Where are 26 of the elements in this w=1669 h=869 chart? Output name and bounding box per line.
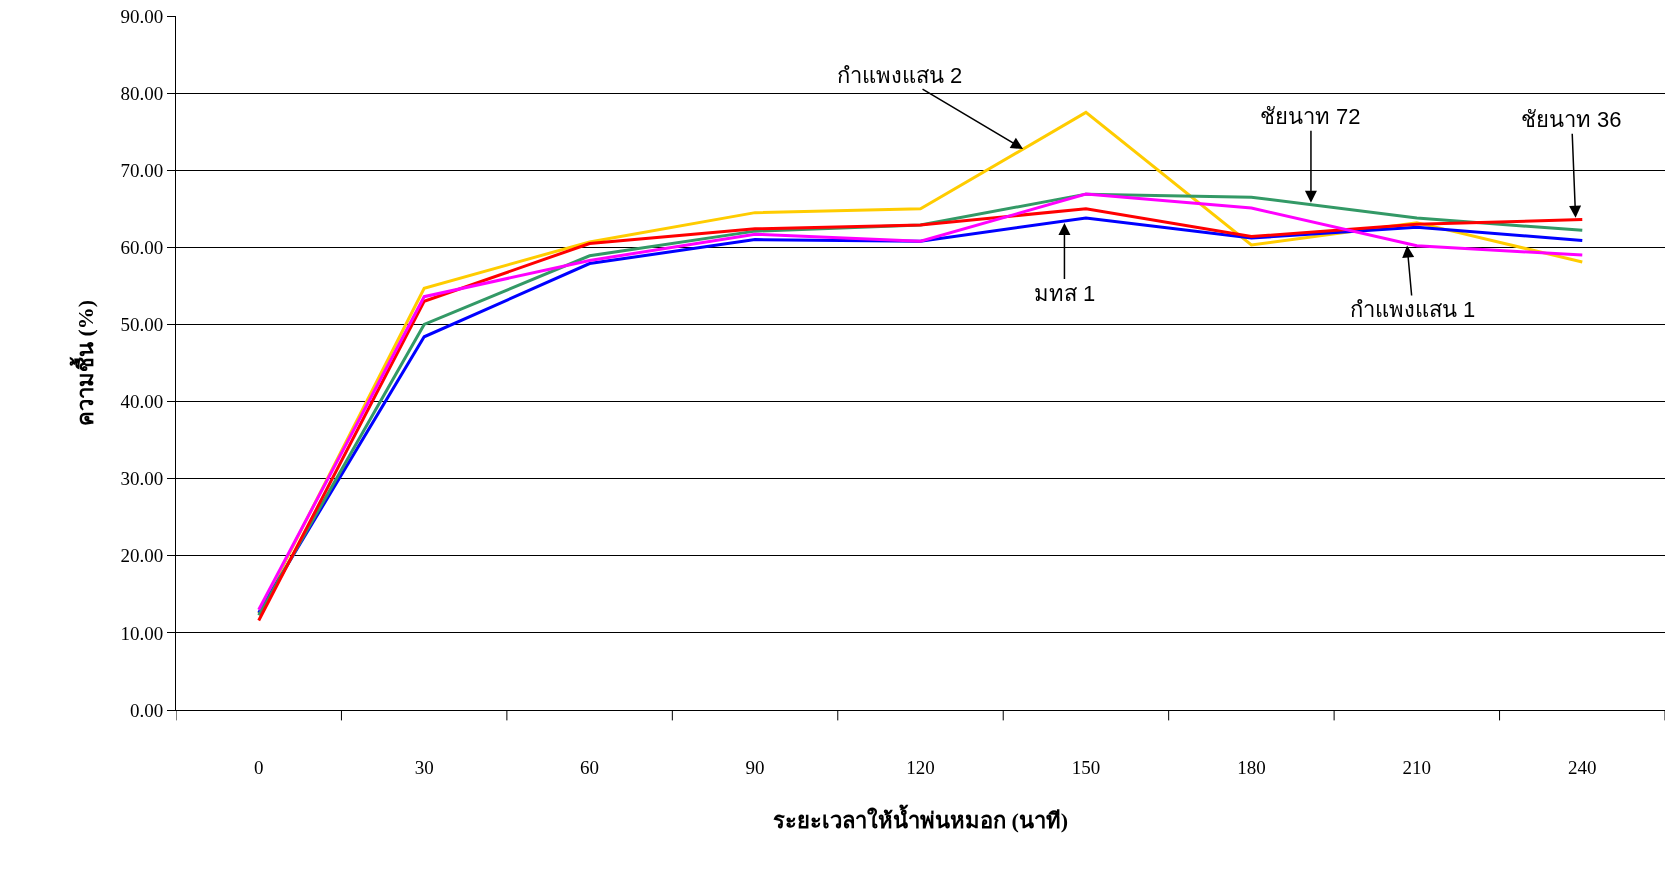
text: มทส 1: [1034, 281, 1096, 306]
x-tick-label: 210: [1402, 756, 1432, 778]
x-tick-label: 240: [1568, 756, 1597, 778]
y-tick-label: 30.00: [120, 468, 164, 490]
text: กำแพงแสน 2: [837, 63, 963, 88]
x-tick-label: 0: [253, 756, 264, 778]
x-tick-label: 90: [745, 756, 765, 778]
text: กำแพงแสน 1: [1350, 297, 1476, 322]
x-tick-label: 30: [414, 756, 434, 778]
x-tick-label: 120: [906, 756, 935, 778]
y-tick-label: 50.00: [120, 314, 164, 336]
y-tick-label: 90.00: [120, 5, 164, 27]
y-axis-title: ความชื้น (%): [69, 299, 99, 427]
y-tick-label: 20.00: [120, 545, 164, 567]
y-tick-label: 10.00: [120, 622, 164, 644]
y-tick-label: 70.00: [120, 159, 164, 181]
x-tick-label: 60: [580, 756, 600, 778]
y-tick-label: 60.00: [120, 236, 164, 258]
y-tick-label: 40.00: [120, 391, 164, 413]
x-tick-label: 150: [1071, 756, 1101, 778]
y-tick-label: 80.00: [120, 82, 164, 104]
text: ชัยนาท 72: [1260, 104, 1361, 129]
y-tick-label: 0.00: [129, 699, 164, 721]
x-tick-label: 180: [1237, 756, 1266, 778]
text: ชัยนาท 36: [1521, 107, 1622, 132]
x-axis-title: ระยะเวลาให้น้ำพ่นหมอก (นาที): [772, 803, 1069, 833]
